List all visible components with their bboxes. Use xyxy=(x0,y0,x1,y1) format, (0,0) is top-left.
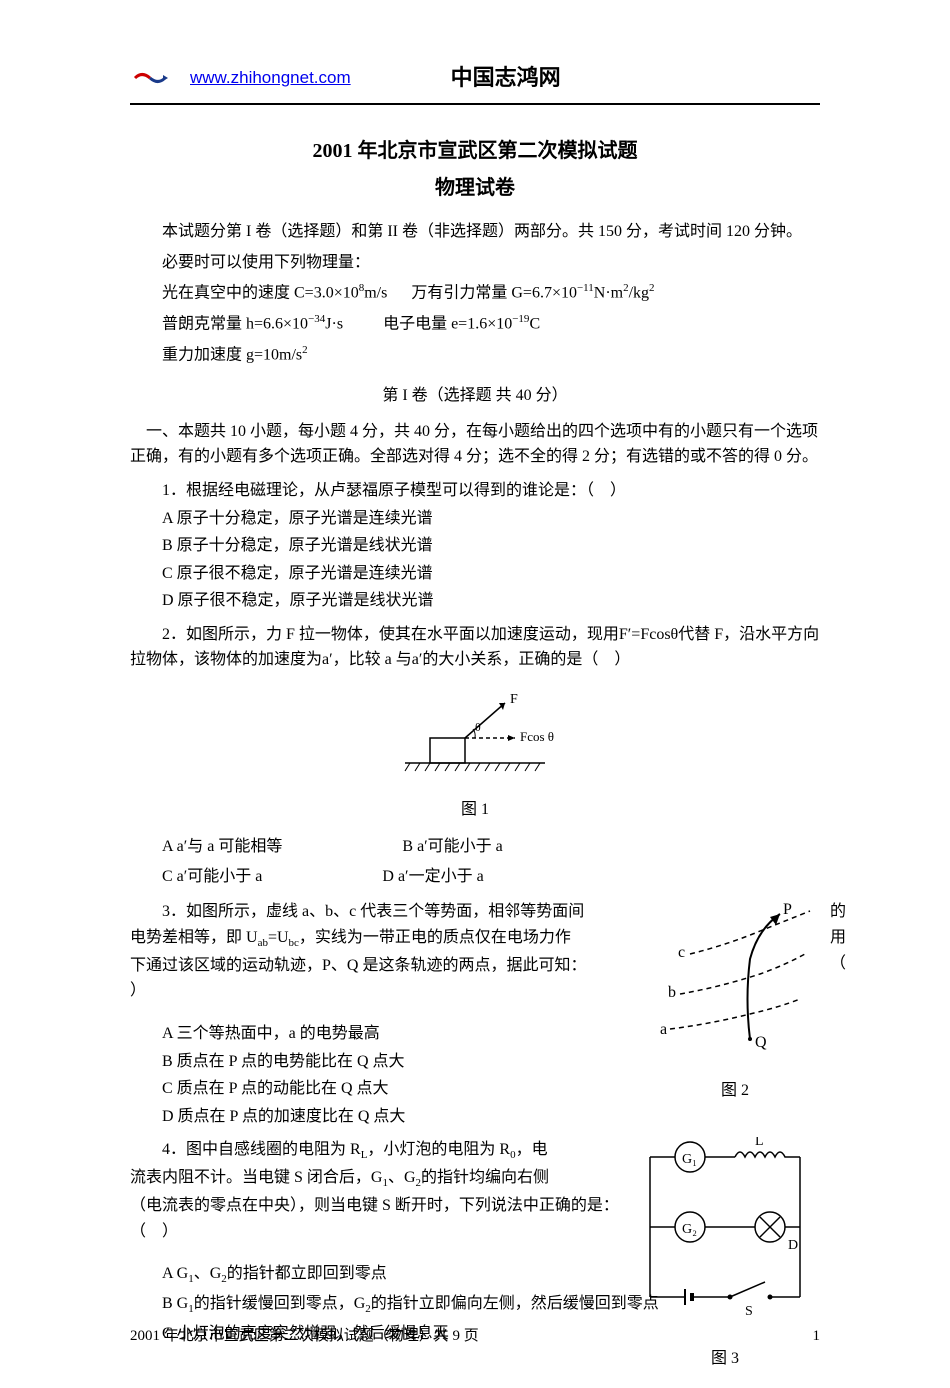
q1-opt-b: B 原子十分稳定，原子光谱是线状光谱 xyxy=(162,533,820,559)
section-header: 第 I 卷（选择题 共 40 分） xyxy=(130,383,820,409)
site-name: 中国志鸿网 xyxy=(451,60,561,95)
q3-text1: 3．如图所示，虚线 a、b、c 代表三个等势面，相邻等势面间 xyxy=(130,899,640,925)
q3-label-c: c xyxy=(678,944,685,961)
q3-label-q: Q xyxy=(755,1034,767,1051)
q2-text: 2．如图所示，力 F 拉一物体，使其在水平面以加速度运动，现用F′=Fcosθ代… xyxy=(130,622,820,673)
site-url[interactable]: www.zhihongnet.com xyxy=(190,64,351,91)
q2-opt-c: C a′可能小于 a xyxy=(162,864,262,890)
footer-left: 2001 年北京市宣武区第二次模拟试题（物理）共 9 页 xyxy=(130,1324,479,1348)
page-footer: 2001 年北京市宣武区第二次模拟试题（物理）共 9 页 1 xyxy=(130,1324,820,1348)
q4-figure-label: 图 3 xyxy=(630,1346,820,1372)
q4-label-g2: G₂ xyxy=(682,1222,697,1237)
intro-line1: 本试题分第 I 卷（选择题）和第 II 卷（非选择题）两部分。共 150 分，考… xyxy=(130,219,820,245)
logo-icon xyxy=(130,68,170,88)
q1-opt-d: D 原子很不稳定，原子光谱是线状光谱 xyxy=(162,588,820,614)
label-theta: θ xyxy=(475,720,481,734)
q1-options: A 原子十分稳定，原子光谱是连续光谱 B 原子十分稳定，原子光谱是线状光谱 C … xyxy=(162,506,820,614)
q2-options-row1: A a′与 a 可能相等 B a′可能小于 a xyxy=(162,832,820,862)
q3-label-p: P xyxy=(783,901,792,918)
question-4: 4．图中自感线圈的电阻为 RL，小灯泡的电阻为 R0，电 流表内阻不计。当电键 … xyxy=(130,1137,820,1346)
constants-line2: 普朗克常量 h=6.6×10−34J·s 电子电量 e=1.6×10−19C xyxy=(130,311,820,337)
q3-figure-label: 图 2 xyxy=(650,1078,820,1104)
question-1: 1．根据经电磁理论，从卢瑟福原子模型可以得到的谁论是：（ ） A 原子十分稳定，… xyxy=(130,478,820,614)
intro-line2: 必要时可以使用下列物理量： xyxy=(130,250,820,276)
q2-opt-a: A a′与 a 可能相等 xyxy=(162,834,282,860)
q4-label-l: L xyxy=(755,1137,764,1149)
q2-figure-label: 图 1 xyxy=(130,797,820,823)
q4-text2: 流表内阻不计。当电键 S 闭合后，G1、G2的指针均编向右侧 xyxy=(130,1165,620,1193)
q3-text3: 下通过该区域的运动轨迹，P、Q 是这条轨迹的两点，据此可知： xyxy=(130,953,640,979)
page-header: www.zhihongnet.com 中国志鸿网 xyxy=(130,60,820,105)
q3-right-chars: 的 用 （ xyxy=(830,899,850,976)
q3-label-b: b xyxy=(668,984,676,1001)
q1-opt-a: A 原子十分稳定，原子光谱是连续光谱 xyxy=(162,506,820,532)
exam-subtitle: 物理试卷 xyxy=(130,172,820,204)
q3-text2: 电势差相等，即 Uab=Ubc，实线为一带正电的质点仅在电场力作 xyxy=(130,925,640,953)
q4-label-d: D xyxy=(788,1238,798,1253)
q2-figure: F Fcos θ θ 图 1 xyxy=(130,683,820,822)
q3-figure: a b c P Q 图 2 xyxy=(650,899,820,1103)
section-intro: 一、本题共 10 小题，每小题 4 分，共 40 分，在每小题给出的四个选项中有… xyxy=(130,419,820,470)
question-3: 3．如图所示，虚线 a、b、c 代表三个等势面，相邻等势面间 电势差相等，即 U… xyxy=(130,899,820,1129)
q1-opt-c: C 原子很不稳定，原子光谱是连续光谱 xyxy=(162,561,820,587)
q4-label-g1: G₁ xyxy=(682,1152,697,1167)
q1-text: 1．根据经电磁理论，从卢瑟福原子模型可以得到的谁论是：（ ） xyxy=(130,478,820,504)
q4-text3: （电流表的零点在中央），则当电键 S 断开时，下列说法中正确的是：（ ） xyxy=(130,1193,620,1244)
question-2: 2．如图所示，力 F 拉一物体，使其在水平面以加速度运动，现用F′=Fcosθ代… xyxy=(130,622,820,892)
label-fcos: Fcos θ xyxy=(520,729,554,744)
constants-line1: 光在真空中的速度 C=3.0×108m/s 万有引力常量 G=6.7×10−11… xyxy=(130,280,820,306)
q4-text1: 4．图中自感线圈的电阻为 RL，小灯泡的电阻为 R0，电 xyxy=(130,1137,620,1165)
constants-line3: 重力加速度 g=10m/s2 xyxy=(130,342,820,368)
q3-label-a: a xyxy=(660,1021,667,1038)
q3-opt-d: D 质点在 P 点的加速度比在 Q 点大 xyxy=(162,1104,820,1130)
q2-opt-d: D a′一定小于 a xyxy=(382,864,483,890)
label-f: F xyxy=(510,692,518,707)
q2-options-row2: C a′可能小于 a D a′一定小于 a xyxy=(162,862,820,892)
footer-page-number: 1 xyxy=(813,1324,821,1348)
q2-opt-b: B a′可能小于 a xyxy=(402,834,502,860)
exam-title: 2001 年北京市宣武区第二次模拟试题 xyxy=(130,135,820,167)
q4-label-s: S xyxy=(745,1304,753,1319)
q3-text4: ） xyxy=(130,978,640,1004)
